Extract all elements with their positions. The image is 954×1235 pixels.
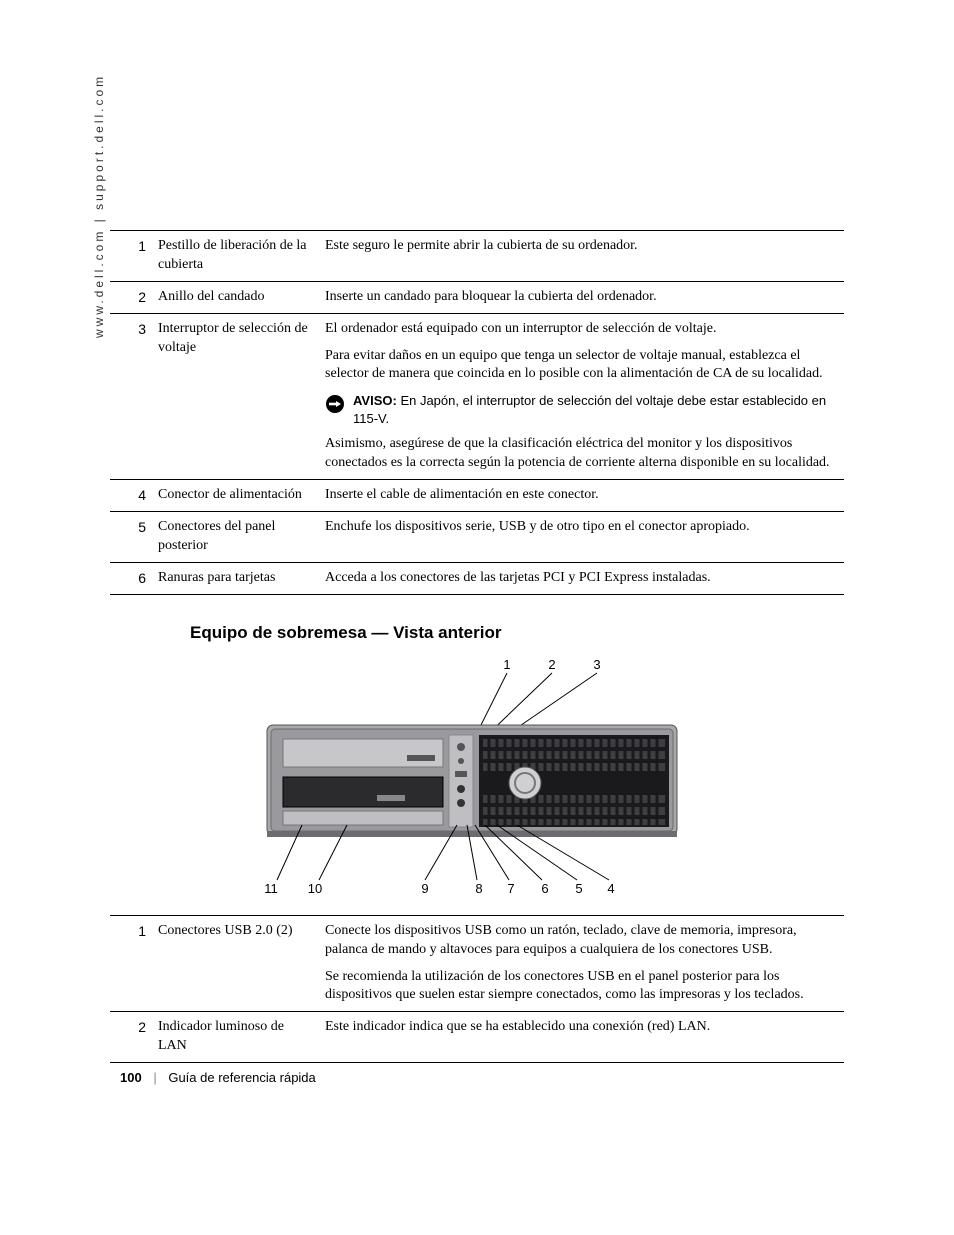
row-number: 1 [110,915,152,1012]
row-term: Ranuras para tarjetas [152,562,319,594]
row-number: 1 [110,231,152,282]
row-term: Indicador luminoso de LAN [152,1012,319,1063]
callout-8: 8 [475,881,482,895]
row-term: Conector de alimentación [152,480,319,512]
row-number: 6 [110,562,152,594]
section-heading: Equipo de sobremesa — Vista anterior [190,623,844,643]
notice-arrow-icon [325,394,345,421]
row-number: 2 [110,1012,152,1063]
row-desc: Este indicador indica que se ha establec… [319,1012,844,1063]
parts-table-1: 1 Pestillo de liberación de la cubierta … [110,230,844,595]
row-number: 5 [110,512,152,563]
row-desc: Enchufe los dispositivos serie, USB y de… [319,512,844,563]
footer-title: Guía de referencia rápida [168,1070,315,1085]
front-view-figure: 1 2 3 [110,655,844,895]
callout-10: 10 [308,881,322,895]
row-term: Conectores del panel posterior [152,512,319,563]
row-number: 4 [110,480,152,512]
row-number: 3 [110,313,152,480]
desktop-front-svg: 1 2 3 [257,655,697,895]
page-footer: 100 | Guía de referencia rápida [120,1070,316,1085]
row-term: Anillo del candado [152,281,319,313]
callout-1: 1 [503,657,510,672]
row-desc: Inserte el cable de alimentación en este… [319,480,844,512]
row-desc: Conecte los dispositivos USB como un rat… [319,915,844,1012]
callout-9: 9 [421,881,428,895]
callout-2: 2 [548,657,555,672]
row-desc: Inserte un candado para bloquear la cubi… [319,281,844,313]
aviso-block: AVISO: En Japón, el interruptor de selec… [325,392,838,427]
callout-11: 11 [264,881,278,895]
row-number: 2 [110,281,152,313]
row-term: Pestillo de liberación de la cubierta [152,231,319,282]
footer-separator: | [153,1070,156,1085]
page-number: 100 [120,1070,142,1085]
callout-7: 7 [507,881,514,895]
callout-3: 3 [593,657,600,672]
side-url-label: www.dell.com | support.dell.com [92,74,106,338]
aviso-text: AVISO: En Japón, el interruptor de selec… [353,392,838,427]
callout-6: 6 [541,881,548,895]
row-term: Conectores USB 2.0 (2) [152,915,319,1012]
row-desc: Este seguro le permite abrir la cubierta… [319,231,844,282]
row-desc: Acceda a los conectores de las tarjetas … [319,562,844,594]
row-term: Interruptor de selección de voltaje [152,313,319,480]
row-desc: El ordenador está equipado con un interr… [319,313,844,480]
callout-5: 5 [575,881,582,895]
parts-table-2: 1 Conectores USB 2.0 (2) Conecte los dis… [110,915,844,1063]
page: www.dell.com | support.dell.com 1 Pestil… [0,0,954,1235]
callout-4: 4 [607,881,614,895]
